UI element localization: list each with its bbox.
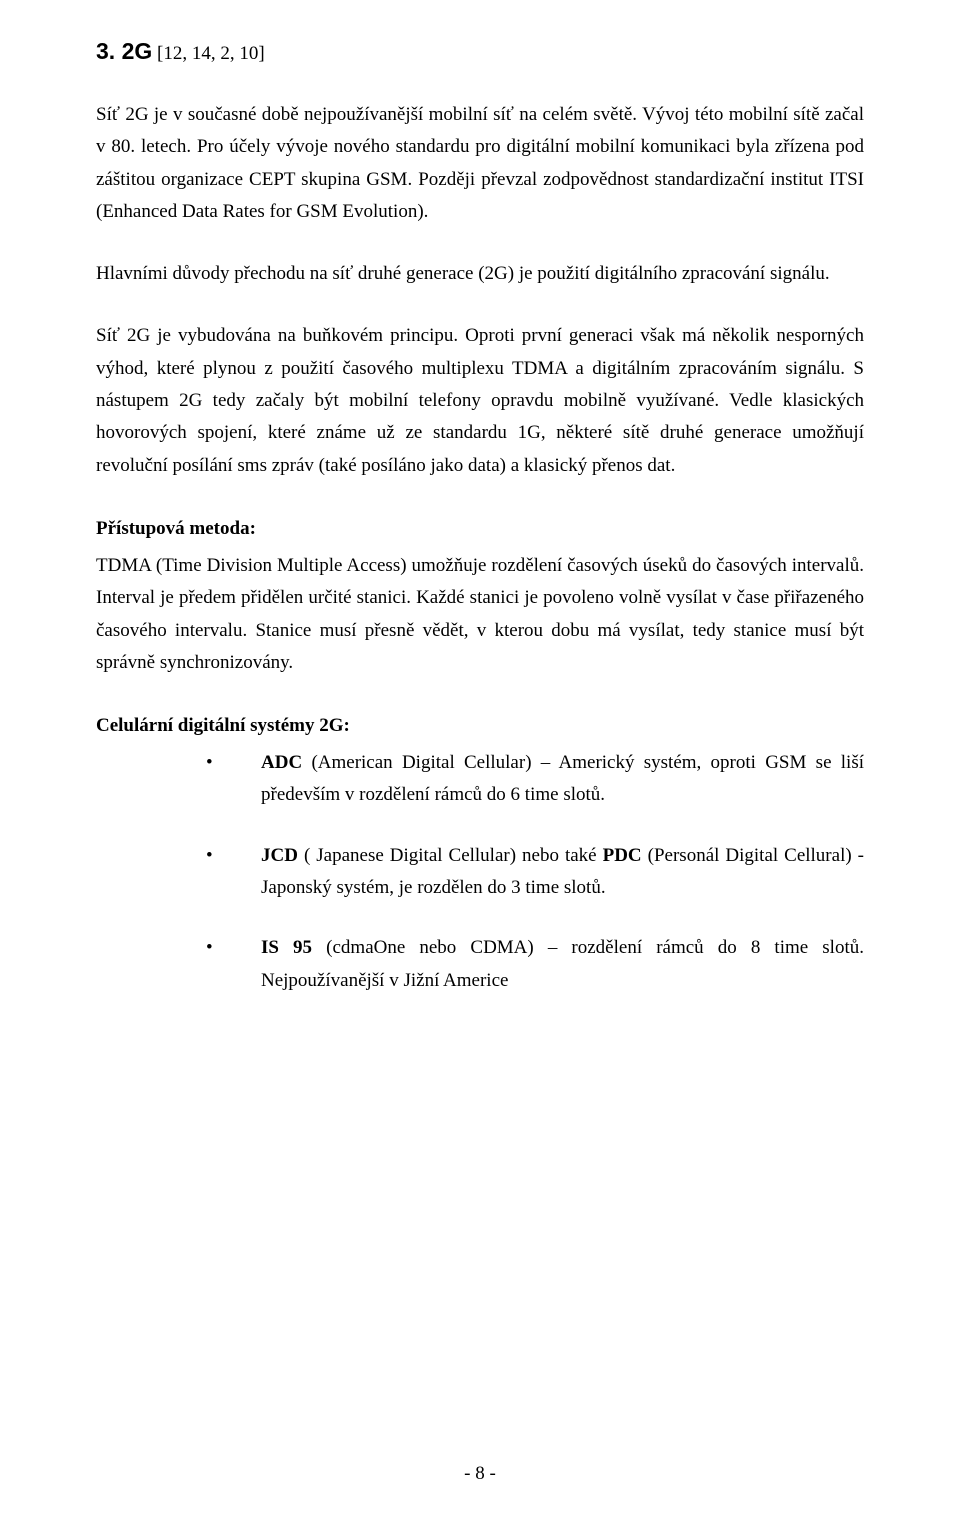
heading-title: 3. 2G	[96, 38, 152, 64]
section-heading: 3. 2G [12, 14, 2, 10]	[96, 38, 864, 65]
systems-heading: Celulární digitální systémy 2G:	[96, 715, 864, 737]
system-desc: (cdmaOne nebo CDMA) – rozdělení rámců do…	[261, 937, 864, 990]
paragraph-2: Hlavními důvody přechodu na síť druhé ge…	[96, 258, 864, 290]
system-abbrev: IS 95	[261, 937, 312, 958]
list-item: ADC (American Digital Cellular) – Americ…	[96, 747, 864, 812]
list-item: IS 95 (cdmaOne nebo CDMA) – rozdělení rá…	[96, 932, 864, 997]
system-abbrev: JCD	[261, 845, 298, 866]
page-container: 3. 2G [12, 14, 2, 10] Síť 2G je v součas…	[0, 0, 960, 1519]
system-abbrev-2: PDC	[603, 845, 642, 866]
paragraph-3: Síť 2G je vybudována na buňkovém princip…	[96, 320, 864, 481]
system-abbrev: ADC	[261, 752, 302, 773]
system-desc: ( Japanese Digital Cellular) nebo také	[298, 845, 603, 866]
paragraph-1: Síť 2G je v současné době nejpoužívanějš…	[96, 99, 864, 228]
heading-refs: [12, 14, 2, 10]	[152, 43, 264, 64]
access-method-body: TDMA (Time Division Multiple Access) umo…	[96, 550, 864, 679]
access-method-heading: Přístupová metoda:	[96, 518, 864, 540]
system-desc: (American Digital Cellular) – Americký s…	[261, 752, 864, 805]
systems-list: ADC (American Digital Cellular) – Americ…	[96, 747, 864, 997]
page-number: - 8 -	[0, 1463, 960, 1485]
list-item: JCD ( Japanese Digital Cellular) nebo ta…	[96, 840, 864, 905]
